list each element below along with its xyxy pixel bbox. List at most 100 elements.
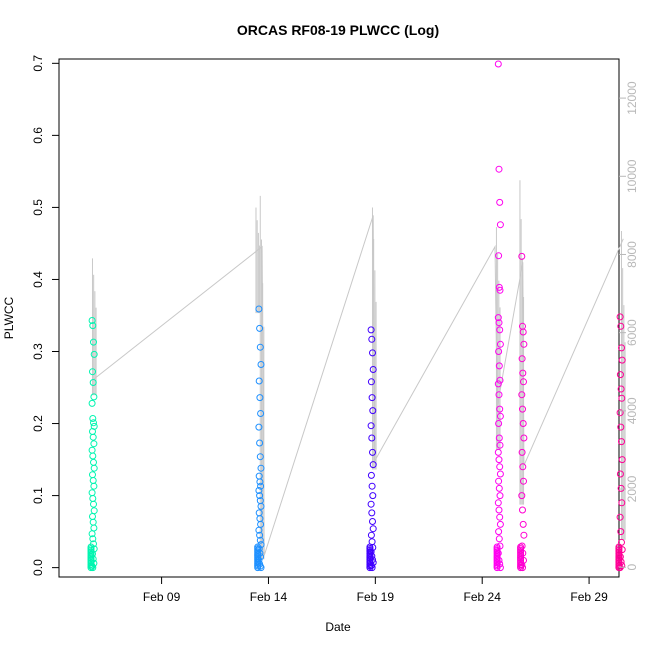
data-point [90, 464, 98, 472]
data-point [518, 448, 526, 456]
data-point [89, 379, 97, 386]
x-tick-label: Feb 29 [570, 590, 608, 604]
data-point [257, 502, 265, 510]
data-point [618, 499, 626, 507]
data-point [495, 252, 503, 260]
data-point [90, 338, 97, 346]
data-point [495, 456, 503, 464]
data-point [493, 543, 501, 551]
data-point [255, 487, 263, 494]
data-point [89, 477, 97, 484]
data-point [257, 482, 265, 490]
data-point [617, 528, 625, 536]
data-point [367, 378, 375, 386]
data-point [496, 405, 504, 413]
data-point [257, 464, 265, 472]
data-point [495, 420, 503, 427]
y-tick-label: 0.7 [31, 55, 45, 72]
data-point [256, 439, 264, 447]
y2-tick-label: 10000 [625, 159, 639, 193]
data-point [520, 340, 528, 348]
data-point [369, 366, 377, 373]
data-point [519, 420, 527, 427]
data-point [496, 376, 504, 384]
data-point [496, 470, 504, 478]
data-point [518, 355, 526, 363]
data-point [89, 495, 97, 502]
data-point [257, 361, 265, 368]
data-point [495, 484, 503, 492]
data-point [519, 328, 527, 336]
data-point [616, 313, 624, 321]
data-point [494, 380, 502, 388]
data-point [496, 441, 504, 449]
y-tick-label: 0.5 [31, 199, 45, 216]
data-point [87, 543, 95, 551]
x-tick-label: Feb 14 [250, 590, 288, 604]
data-point [519, 405, 526, 413]
data-point [496, 513, 504, 521]
data-point [256, 453, 264, 461]
data-point [90, 393, 98, 401]
data-point [89, 513, 96, 520]
data-points [87, 60, 626, 572]
data-point [616, 513, 624, 521]
data-point [617, 385, 625, 393]
data-point [496, 198, 504, 206]
data-point [256, 343, 264, 351]
data-point [369, 407, 377, 415]
data-point [495, 434, 503, 442]
data-point [367, 326, 375, 334]
y2-tick-label: 6000 [625, 319, 639, 346]
data-point [257, 410, 265, 417]
series-rf13 [615, 313, 626, 572]
data-point [495, 283, 503, 291]
data-point [90, 440, 98, 448]
y2-axis: 0 2000 4000 6000 8000 10000 12000 [619, 81, 639, 571]
data-point [90, 500, 97, 508]
data-point [496, 326, 504, 334]
altitude-line [92, 215, 624, 556]
data-point [255, 305, 263, 313]
data-point [494, 499, 502, 507]
y-tick-label: 0.1 [31, 487, 45, 504]
data-point [256, 536, 264, 544]
data-point [520, 477, 527, 485]
data-point [496, 520, 504, 528]
data-point [256, 324, 264, 332]
data-point [88, 446, 96, 454]
series-rf12 [517, 252, 528, 572]
data-point [254, 543, 262, 551]
data-point [366, 543, 374, 551]
data-point [367, 500, 375, 508]
data-point [495, 535, 503, 543]
data-point [90, 524, 98, 532]
data-point [519, 369, 527, 377]
data-point [368, 482, 376, 490]
data-point [617, 484, 625, 492]
data-point [616, 371, 624, 379]
data-point [496, 412, 504, 420]
data-point [618, 356, 626, 364]
data-point [496, 340, 504, 348]
data-point [519, 463, 527, 471]
y-tick-label: 0.2 [31, 415, 45, 432]
data-point [617, 322, 625, 330]
data-point [494, 60, 502, 68]
series-rf10 [366, 326, 377, 572]
x-axis: Feb 09 Feb 14 Feb 19 Feb 24 Feb 29 [143, 576, 608, 604]
data-point [256, 478, 264, 486]
data-point [89, 415, 97, 422]
data-point [494, 314, 502, 322]
data-point [519, 520, 527, 528]
data-point [90, 350, 98, 358]
data-point [618, 344, 625, 352]
data-point [495, 477, 503, 485]
data-point [518, 492, 526, 500]
data-point [496, 492, 504, 500]
data-point [368, 394, 376, 402]
data-point [369, 461, 377, 469]
data-point [618, 456, 626, 464]
data-point [369, 525, 377, 533]
y2-tick-label: 8000 [625, 241, 639, 268]
